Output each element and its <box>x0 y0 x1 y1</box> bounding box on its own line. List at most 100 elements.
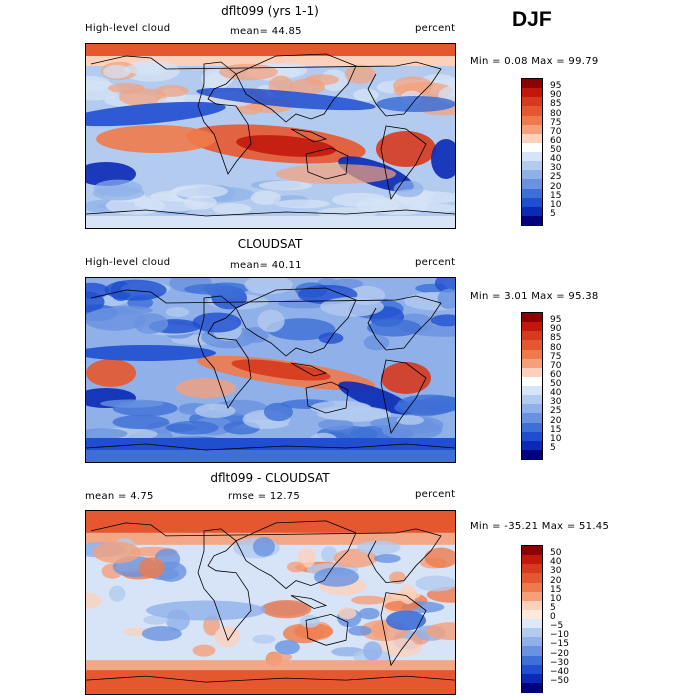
colorbar-tick-label: 95 <box>550 315 562 326</box>
colorbar-tick-label: 20 <box>550 415 562 426</box>
colorbar-segment <box>522 404 542 414</box>
panel-2-map <box>85 277 456 463</box>
panel-3-mean-label: mean = 4.75 <box>85 491 154 502</box>
colorbar-segment <box>522 88 542 98</box>
field-band <box>86 670 455 694</box>
colorbar-segment <box>522 133 542 144</box>
colorbar-segment <box>522 152 542 162</box>
field-contour <box>363 334 390 351</box>
field-contour <box>184 283 239 295</box>
colorbar-tick-label: 5 <box>550 602 556 613</box>
field-contour <box>263 402 293 422</box>
field-contour <box>430 314 455 327</box>
field-contour <box>146 600 266 621</box>
panel-1-title: dflt099 (yrs 1-1) <box>221 4 319 18</box>
colorbar-tick-label: 25 <box>550 406 562 417</box>
field-contour <box>419 396 455 411</box>
field-contour <box>212 203 252 215</box>
field-contour <box>321 546 338 563</box>
panel-1-colorbar <box>521 78 543 226</box>
colorbar-tick-label: 80 <box>550 342 562 353</box>
colorbar-tick-label: 30 <box>550 163 562 174</box>
colorbar-tick-label: 60 <box>550 135 562 146</box>
field-contour <box>86 291 105 313</box>
colorbar-tick-label: −15 <box>550 639 569 650</box>
colorbar-segment <box>522 386 542 396</box>
field-contour <box>386 610 426 631</box>
field-contour <box>86 359 136 387</box>
coastline <box>86 443 455 451</box>
colorbar-segment <box>522 664 542 675</box>
colorbar-segment <box>522 115 542 126</box>
coastline <box>305 381 349 414</box>
colorbar-segment <box>522 322 542 332</box>
season-label: DJF <box>512 8 552 31</box>
field-contour <box>431 139 455 179</box>
field-contour <box>192 644 216 657</box>
colorbar-tick-label: 70 <box>550 126 562 137</box>
colorbar-segment <box>522 188 542 199</box>
field-contour <box>333 548 378 568</box>
colorbar-segment <box>522 682 542 693</box>
coastline <box>305 613 349 646</box>
field-contour <box>317 207 378 219</box>
field-contour <box>108 585 126 602</box>
panel-1-variable-label: High-level cloud <box>85 23 171 34</box>
colorbar-segment <box>522 573 542 583</box>
colorbar-tick-label: 20 <box>550 181 562 192</box>
panel-2-mean-label: mean= 40.11 <box>230 260 302 271</box>
field-contour <box>373 554 401 563</box>
field-contour <box>143 615 169 625</box>
field-contour <box>102 64 131 79</box>
colorbar-tick-label: 50 <box>550 548 562 559</box>
colorbar-tick-label: 85 <box>550 333 562 344</box>
coastline <box>290 128 328 143</box>
field-contour <box>356 540 401 555</box>
panel-1-units-label: percent <box>415 23 456 34</box>
coastline <box>90 289 442 351</box>
colorbar-segment <box>522 179 542 189</box>
field-band <box>86 44 455 56</box>
colorbar-segment <box>522 376 542 387</box>
field-contour <box>425 622 455 641</box>
colorbar-tick-label: 20 <box>550 575 562 586</box>
field-contour <box>274 640 300 655</box>
colorbar-segment <box>522 449 542 460</box>
field-contour <box>376 131 436 167</box>
field-contour <box>124 63 170 75</box>
field-contour <box>214 626 241 647</box>
field-contour <box>289 78 326 95</box>
colorbar-tick-label: 40 <box>550 154 562 165</box>
panel-2-minmax: Min = 3.01 Max = 95.38 <box>470 291 599 302</box>
coastline <box>235 53 357 123</box>
colorbar-tick-label: −30 <box>550 657 569 668</box>
panel-3-map <box>85 510 456 695</box>
panel-3-rmse-label: rmse = 12.75 <box>228 491 301 502</box>
colorbar-segment <box>522 582 542 593</box>
colorbar-tick-label: 50 <box>550 379 562 389</box>
field-contour <box>350 595 386 605</box>
field-contour <box>353 88 379 102</box>
field-band <box>86 216 455 228</box>
colorbar-segment <box>522 546 542 556</box>
field-contour <box>257 309 285 333</box>
field-contour <box>194 403 236 418</box>
panel-3-colorbar <box>521 545 543 693</box>
field-contour <box>265 652 293 662</box>
panel-3-title: dflt099 - CLOUDSAT <box>210 471 330 485</box>
field-contour <box>317 419 354 431</box>
field-contour <box>86 345 216 361</box>
coastline <box>90 522 442 584</box>
field-contour <box>100 399 164 408</box>
field-contour <box>171 184 229 199</box>
colorbar-tick-label: 30 <box>550 566 562 577</box>
colorbar-segment <box>522 79 542 89</box>
coastline <box>86 209 455 217</box>
colorbar-tick-label: 90 <box>550 90 562 101</box>
colorbar-tick-label: −50 <box>550 675 569 686</box>
coastline <box>380 592 427 667</box>
coastline <box>197 528 252 642</box>
colorbar-tick-label: 15 <box>550 190 562 201</box>
field-contour <box>348 625 372 636</box>
colorbar-tick-label: 25 <box>550 172 562 183</box>
